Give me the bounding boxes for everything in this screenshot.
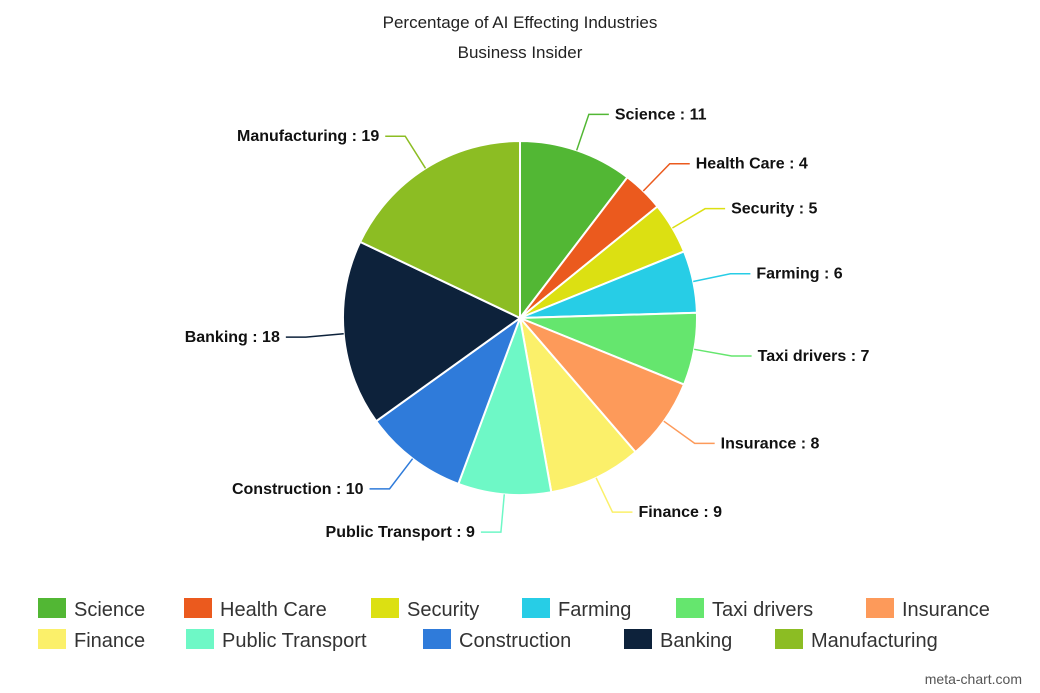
legend-label-banking: Banking	[660, 630, 732, 652]
chart-title: Percentage of AI Effecting Industries	[383, 13, 658, 32]
legend-item-public-transport: Public Transport	[186, 629, 367, 652]
legend-item-taxi-drivers: Taxi drivers	[676, 598, 813, 621]
legend-item-insurance: Insurance	[866, 598, 990, 621]
connector-construction	[369, 458, 414, 490]
slice-label-insurance: Insurance : 8	[721, 435, 820, 452]
legend-label-finance: Finance	[74, 630, 145, 652]
slice-label-banking: Banking : 18	[185, 329, 280, 346]
legend-item-finance: Finance	[38, 629, 145, 652]
legend-label-security: Security	[407, 599, 479, 621]
legend-label-farming: Farming	[558, 599, 631, 621]
legend-swatch-construction	[423, 629, 451, 649]
legend-swatch-public-transport	[186, 629, 214, 649]
connector-insurance	[663, 420, 715, 445]
chart-subtitle: Business Insider	[458, 43, 583, 62]
connector-manufacturing	[385, 135, 427, 169]
connector-health-care	[642, 162, 690, 192]
connector-farming	[693, 272, 751, 283]
legend-label-science: Science	[74, 599, 145, 621]
legend-label-taxi-drivers: Taxi drivers	[712, 599, 813, 621]
connector-public-transport	[480, 494, 506, 533]
legend-swatch-taxi-drivers	[676, 598, 704, 618]
legend-swatch-science	[38, 598, 66, 618]
credit-text: meta-chart.com	[924, 671, 1022, 687]
slice-label-finance: Finance : 9	[638, 504, 722, 521]
pie-slice-science	[519, 139, 629, 321]
slice-label-science: Science : 11	[615, 106, 707, 123]
pie-slice-public-transport	[457, 314, 553, 496]
legend-item-manufacturing: Manufacturing	[775, 629, 938, 652]
legend-item-science: Science	[38, 598, 145, 621]
legend-swatch-banking	[624, 629, 652, 649]
legend-swatch-health-care	[184, 598, 212, 618]
slice-label-taxi-drivers: Taxi drivers : 7	[758, 348, 870, 365]
legend-swatch-insurance	[866, 598, 894, 618]
legend-label-construction: Construction	[459, 630, 571, 652]
connector-banking	[285, 332, 344, 338]
connector-finance	[595, 477, 633, 513]
slice-label-manufacturing: Manufacturing : 19	[237, 128, 379, 145]
slice-label-health-care: Health Care : 4	[696, 156, 808, 173]
legend-swatch-security	[371, 598, 399, 618]
slice-label-farming: Farming : 6	[756, 266, 842, 283]
legend-item-farming: Farming	[522, 598, 631, 621]
legend-label-public-transport: Public Transport	[222, 630, 367, 652]
legend-swatch-finance	[38, 629, 66, 649]
slice-label-construction: Construction : 10	[232, 481, 364, 498]
slice-label-security: Security : 5	[731, 201, 817, 218]
connector-science	[575, 113, 609, 151]
label-connectors	[285, 113, 752, 533]
slice-label-public-transport: Public Transport : 9	[326, 524, 475, 541]
legend-item-health-care: Health Care	[184, 598, 327, 621]
pie-slice-finance	[518, 314, 637, 494]
legend-swatch-farming	[522, 598, 550, 618]
pie-slices	[342, 139, 698, 496]
legend-label-manufacturing: Manufacturing	[811, 630, 938, 652]
legend-item-construction: Construction	[423, 629, 571, 652]
slice-labels: Science : 11 Health Care : 4 Security : 5 F…	[185, 106, 870, 541]
legend-item-security: Security	[371, 598, 479, 621]
connector-taxi-drivers	[694, 348, 752, 357]
legend-item-banking: Banking	[624, 629, 732, 652]
legend-swatch-manufacturing	[775, 629, 803, 649]
legend-label-health-care: Health Care	[220, 599, 327, 621]
connector-security	[672, 207, 726, 229]
legend-label-insurance: Insurance	[902, 599, 990, 621]
legend: Science Health Care Security Farming Taxi dr…	[38, 598, 990, 652]
